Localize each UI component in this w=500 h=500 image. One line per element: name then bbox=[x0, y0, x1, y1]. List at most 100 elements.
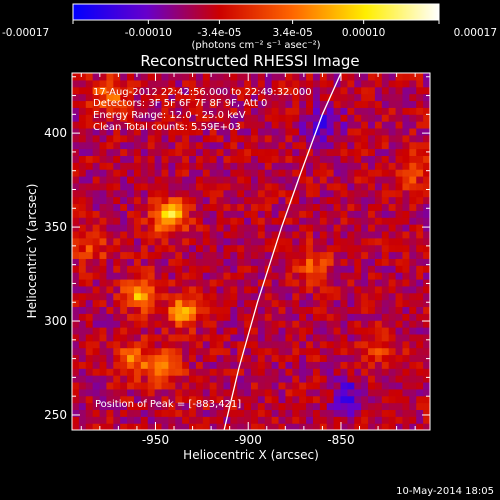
heatmap-cell bbox=[312, 333, 321, 342]
heatmap-cell bbox=[251, 388, 259, 397]
heatmap-cell bbox=[299, 272, 307, 280]
heatmap-cell bbox=[113, 395, 121, 404]
heatmap-cell bbox=[127, 395, 135, 404]
heatmap-cell bbox=[423, 175, 430, 184]
heatmap-cell bbox=[154, 169, 163, 177]
heatmap-cell bbox=[113, 244, 121, 253]
colorbar-tick-label: 0.00010 bbox=[342, 27, 385, 39]
heatmap-cell bbox=[106, 189, 114, 198]
heatmap-cell bbox=[402, 134, 410, 143]
heatmap-cell bbox=[409, 107, 417, 115]
heatmap-cell bbox=[106, 368, 114, 376]
heatmap-cell bbox=[92, 175, 101, 184]
heatmap-cell bbox=[140, 86, 149, 95]
heatmap-cell bbox=[395, 148, 404, 156]
heatmap-cell bbox=[251, 169, 259, 177]
heatmap-cell bbox=[402, 230, 410, 239]
heatmap-cell bbox=[189, 306, 197, 314]
heatmap-cell bbox=[133, 155, 142, 163]
heatmap-cell bbox=[106, 244, 114, 253]
heatmap-cell bbox=[72, 141, 80, 150]
heatmap-cell bbox=[257, 189, 266, 198]
heatmap-cell bbox=[402, 272, 410, 280]
heatmap-cell bbox=[395, 306, 404, 314]
heatmap-cell bbox=[223, 244, 231, 253]
heatmap-cell bbox=[140, 285, 149, 294]
heatmap-cell bbox=[195, 381, 204, 390]
heatmap-cell bbox=[312, 155, 321, 163]
heatmap-cell bbox=[127, 162, 135, 170]
heatmap-cell bbox=[78, 182, 87, 191]
heatmap-cell bbox=[395, 100, 404, 108]
heatmap-cell bbox=[223, 141, 231, 150]
heatmap-cell bbox=[361, 127, 369, 136]
heatmap-cell bbox=[195, 354, 204, 362]
heatmap-cell bbox=[140, 79, 149, 88]
heatmap-cell bbox=[292, 230, 300, 239]
heatmap-cell bbox=[127, 107, 135, 115]
heatmap-cell bbox=[395, 141, 404, 150]
heatmap-cell bbox=[416, 169, 424, 177]
heatmap-cell bbox=[354, 361, 362, 369]
heatmap-cell bbox=[285, 299, 293, 308]
heatmap-cell bbox=[395, 285, 404, 294]
heatmap-cell bbox=[85, 388, 94, 397]
heatmap-cell bbox=[299, 416, 307, 424]
heatmap-cell bbox=[209, 244, 218, 253]
heatmap-cell bbox=[189, 340, 197, 349]
heatmap-cell bbox=[306, 210, 314, 218]
heatmap-cell bbox=[216, 409, 225, 417]
heatmap-cell bbox=[299, 375, 307, 383]
heatmap-cell bbox=[251, 148, 259, 156]
heatmap-cell bbox=[251, 327, 259, 335]
heatmap-cell bbox=[72, 368, 80, 376]
heatmap-cell bbox=[120, 327, 128, 335]
heatmap-cell bbox=[361, 368, 369, 376]
heatmap-cell bbox=[120, 299, 128, 308]
heatmap-cell bbox=[368, 375, 376, 383]
heatmap-cell bbox=[106, 237, 114, 246]
heatmap-cell bbox=[326, 100, 335, 108]
heatmap-cell bbox=[402, 423, 410, 430]
heatmap-cell bbox=[92, 423, 101, 430]
heatmap-cell bbox=[347, 285, 355, 294]
heatmap-cell bbox=[133, 251, 142, 259]
heatmap-cell bbox=[271, 354, 280, 362]
heatmap-cell bbox=[340, 299, 348, 308]
heatmap-cell bbox=[237, 127, 245, 136]
heatmap-cell bbox=[416, 340, 424, 349]
heatmap-cell bbox=[409, 333, 417, 342]
heatmap-cell bbox=[416, 73, 424, 81]
heatmap-cell bbox=[340, 203, 348, 211]
heatmap-cell bbox=[133, 86, 142, 95]
heatmap-cell bbox=[416, 347, 424, 356]
heatmap-cell bbox=[244, 189, 252, 198]
heatmap-cell bbox=[374, 189, 383, 198]
heatmap-cell bbox=[326, 121, 335, 129]
heatmap-cell bbox=[333, 361, 342, 369]
heatmap-cell bbox=[237, 251, 245, 259]
heatmap-cell bbox=[189, 210, 197, 218]
heatmap-cell bbox=[230, 320, 238, 328]
heatmap-cell bbox=[113, 79, 121, 88]
heatmap-cell bbox=[271, 73, 280, 81]
heatmap-cell bbox=[237, 203, 245, 211]
heatmap-cell bbox=[292, 381, 300, 390]
heatmap-cell bbox=[402, 409, 410, 417]
heatmap-cell bbox=[312, 409, 321, 417]
heatmap-cell bbox=[92, 155, 101, 163]
heatmap-cell bbox=[292, 320, 300, 328]
heatmap-cell bbox=[216, 375, 225, 383]
heatmap-cell bbox=[113, 258, 121, 266]
heatmap-cell bbox=[182, 134, 190, 143]
heatmap-cell bbox=[99, 100, 108, 108]
heatmap-cell bbox=[423, 189, 430, 198]
heatmap-cell bbox=[161, 162, 169, 170]
heatmap-cell bbox=[72, 395, 80, 404]
heatmap-cell bbox=[354, 409, 362, 417]
heatmap-cell bbox=[127, 272, 135, 280]
heatmap-cell bbox=[216, 196, 225, 205]
heatmap-cell bbox=[120, 258, 128, 266]
heatmap-cell bbox=[354, 258, 362, 266]
heatmap-cell bbox=[340, 114, 348, 122]
